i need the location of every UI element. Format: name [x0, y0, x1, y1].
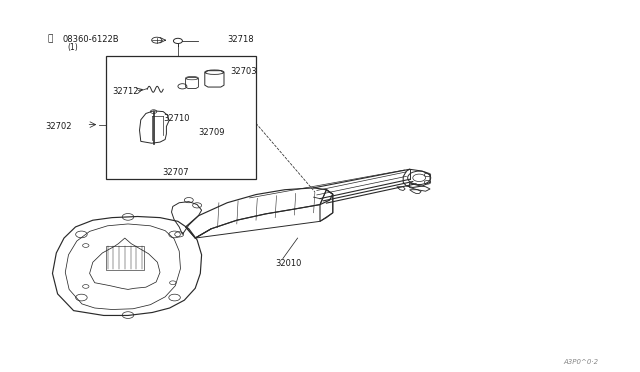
- Text: 32010: 32010: [275, 259, 301, 268]
- Text: 32718: 32718: [227, 35, 254, 44]
- Text: Ⓝ: Ⓝ: [48, 35, 53, 44]
- Text: 32712: 32712: [112, 87, 138, 96]
- Text: A3P0^0·2: A3P0^0·2: [563, 359, 598, 365]
- Text: 32710: 32710: [163, 114, 189, 123]
- Text: 32703: 32703: [230, 67, 257, 76]
- Text: 32709: 32709: [198, 128, 225, 137]
- Text: 32707: 32707: [162, 169, 189, 177]
- Text: (1): (1): [67, 43, 78, 52]
- Text: 32702: 32702: [45, 122, 71, 131]
- Bar: [106, 56, 256, 179]
- Text: 08360-6122B: 08360-6122B: [63, 35, 119, 44]
